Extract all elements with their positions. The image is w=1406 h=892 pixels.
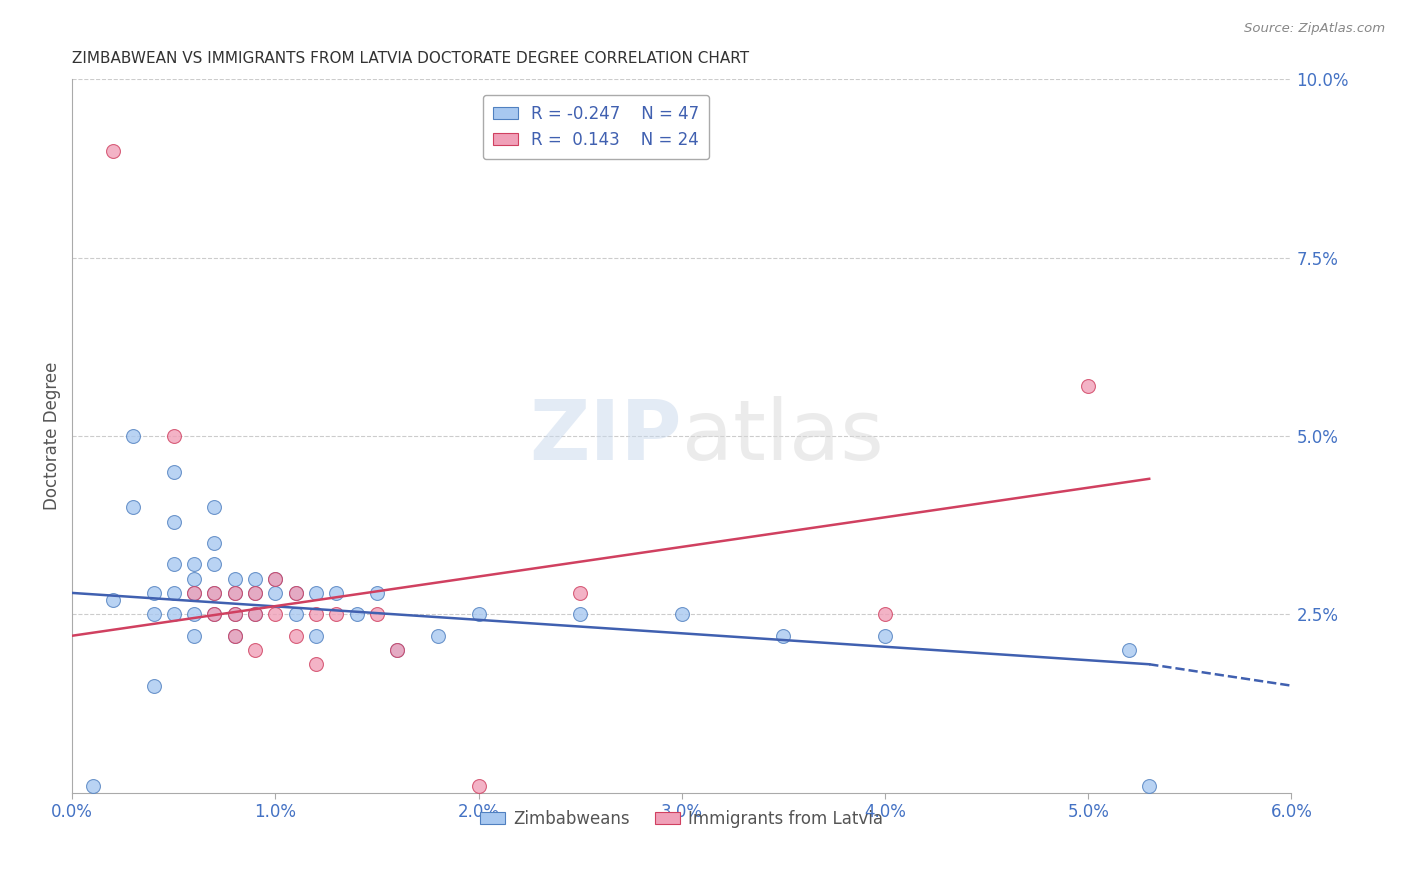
Point xyxy=(183,586,205,600)
Point xyxy=(772,629,794,643)
Point xyxy=(224,629,246,643)
Point xyxy=(183,607,205,622)
Point xyxy=(224,586,246,600)
Point xyxy=(224,572,246,586)
Point xyxy=(243,586,266,600)
Point xyxy=(264,586,287,600)
Point xyxy=(305,629,328,643)
Point xyxy=(204,607,226,622)
Text: atlas: atlas xyxy=(682,395,883,476)
Point xyxy=(163,607,186,622)
Point xyxy=(284,586,307,600)
Point xyxy=(243,586,266,600)
Point xyxy=(183,586,205,600)
Point xyxy=(224,629,246,643)
Point xyxy=(243,607,266,622)
Point xyxy=(1137,779,1160,793)
Point xyxy=(325,607,347,622)
Point xyxy=(264,572,287,586)
Point xyxy=(1077,379,1099,393)
Point xyxy=(284,607,307,622)
Point xyxy=(264,572,287,586)
Point xyxy=(427,629,450,643)
Point xyxy=(142,586,165,600)
Point xyxy=(142,607,165,622)
Point xyxy=(224,607,246,622)
Point xyxy=(305,586,328,600)
Point xyxy=(284,586,307,600)
Point xyxy=(243,572,266,586)
Point xyxy=(467,607,489,622)
Point xyxy=(1118,643,1140,657)
Point xyxy=(163,429,186,443)
Point xyxy=(204,586,226,600)
Point xyxy=(163,465,186,479)
Point xyxy=(122,429,145,443)
Text: ZIP: ZIP xyxy=(529,395,682,476)
Point xyxy=(204,500,226,515)
Point xyxy=(305,607,328,622)
Point xyxy=(163,586,186,600)
Point xyxy=(671,607,693,622)
Point xyxy=(204,536,226,550)
Point xyxy=(204,607,226,622)
Point xyxy=(142,679,165,693)
Point xyxy=(122,500,145,515)
Point xyxy=(387,643,409,657)
Point xyxy=(183,629,205,643)
Point xyxy=(873,607,896,622)
Point xyxy=(467,779,489,793)
Point xyxy=(284,629,307,643)
Point xyxy=(224,586,246,600)
Point xyxy=(569,607,592,622)
Point xyxy=(243,643,266,657)
Point xyxy=(569,586,592,600)
Point xyxy=(873,629,896,643)
Point xyxy=(183,558,205,572)
Point xyxy=(183,572,205,586)
Point xyxy=(101,144,124,158)
Text: ZIMBABWEAN VS IMMIGRANTS FROM LATVIA DOCTORATE DEGREE CORRELATION CHART: ZIMBABWEAN VS IMMIGRANTS FROM LATVIA DOC… xyxy=(72,51,749,66)
Point xyxy=(243,607,266,622)
Legend: Zimbabweans, Immigrants from Latvia: Zimbabweans, Immigrants from Latvia xyxy=(474,803,890,834)
Point xyxy=(325,586,347,600)
Point xyxy=(204,558,226,572)
Point xyxy=(366,586,388,600)
Point xyxy=(163,515,186,529)
Point xyxy=(264,607,287,622)
Point xyxy=(346,607,368,622)
Point xyxy=(366,607,388,622)
Point xyxy=(387,643,409,657)
Point xyxy=(101,593,124,607)
Point xyxy=(82,779,104,793)
Point xyxy=(305,657,328,672)
Y-axis label: Doctorate Degree: Doctorate Degree xyxy=(44,362,60,510)
Point xyxy=(163,558,186,572)
Point xyxy=(204,586,226,600)
Text: Source: ZipAtlas.com: Source: ZipAtlas.com xyxy=(1244,22,1385,36)
Point xyxy=(224,607,246,622)
